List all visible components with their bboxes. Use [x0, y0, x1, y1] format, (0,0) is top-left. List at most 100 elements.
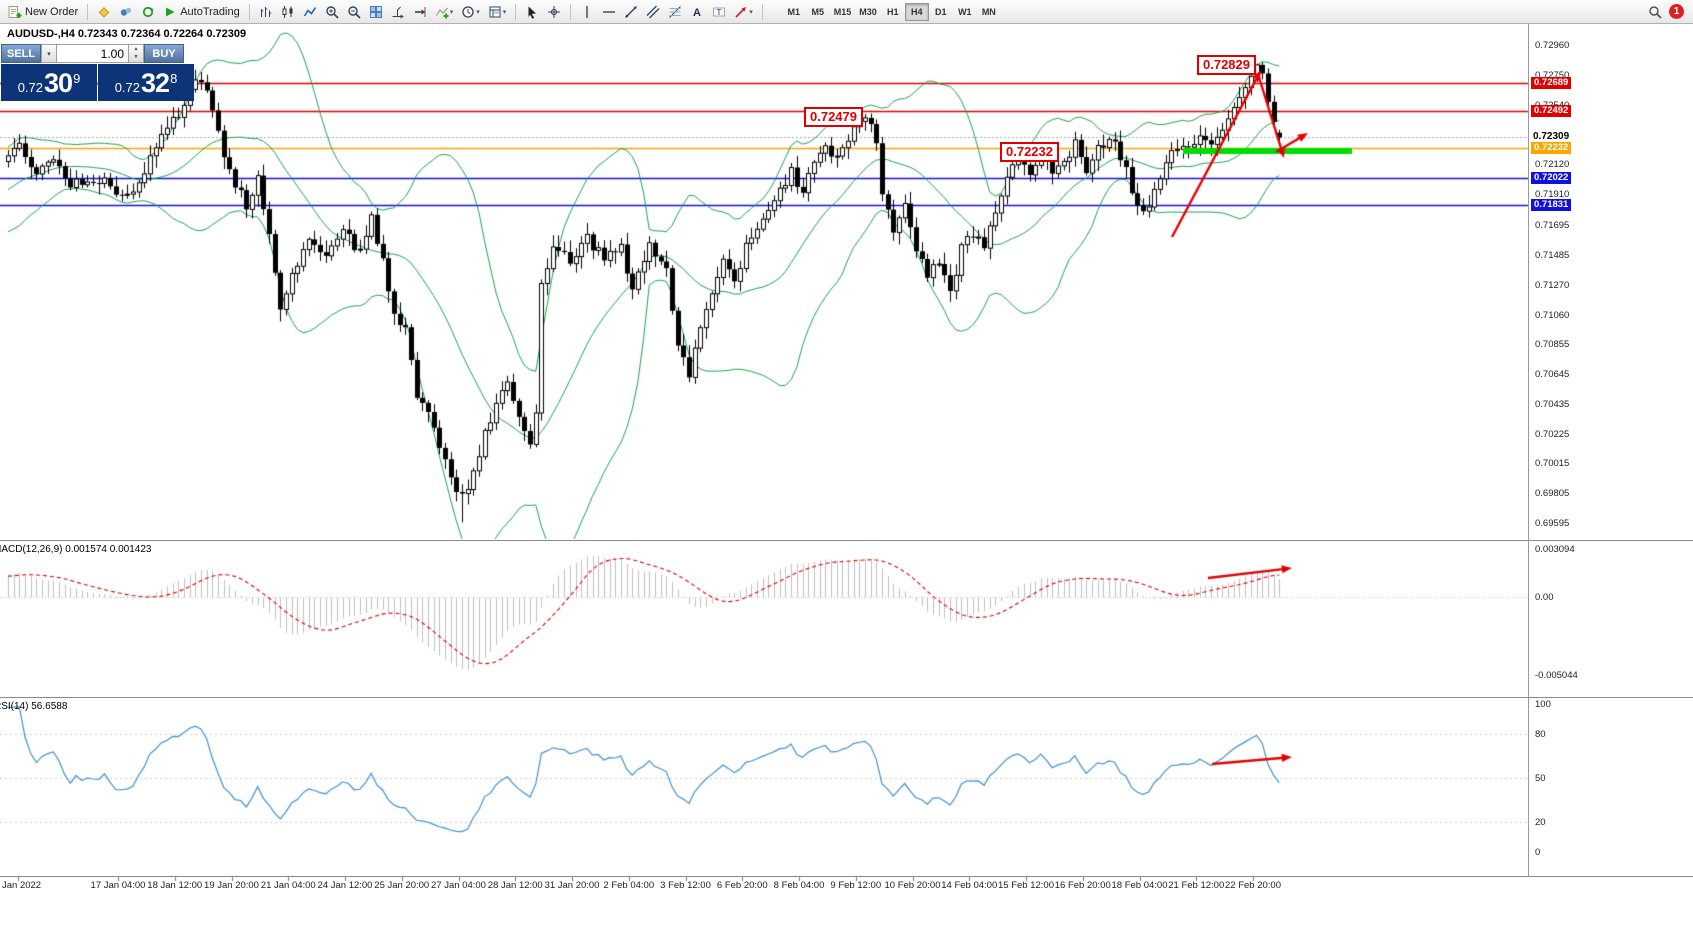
caret-down-icon: ▾	[476, 8, 480, 16]
price-tick: 0.70015	[1535, 458, 1570, 470]
tile-windows-button[interactable]	[365, 2, 387, 22]
crosshair-icon	[547, 5, 561, 19]
timeframe-h1-button[interactable]: H1	[887, 6, 899, 17]
price-annotation[interactable]: 0.72232	[1000, 142, 1059, 162]
time-tick-label: 19 Jan 20:00	[204, 880, 259, 891]
toolbar-separator	[515, 3, 517, 20]
timeframe-mn-button[interactable]: MN	[981, 6, 996, 17]
price-annotation[interactable]: 0.72829	[1197, 55, 1256, 75]
price-tick: 0.71695	[1535, 219, 1570, 231]
line-chart-button[interactable]	[299, 2, 321, 22]
bid-price-display[interactable]: 0.72 30 9	[1, 64, 97, 101]
timeframe-h4-button[interactable]: H4	[904, 2, 929, 21]
time-tick-label: 14 Feb 04:00	[941, 880, 998, 891]
label-button[interactable]: T	[708, 2, 730, 22]
price-level-badge: 0.72022	[1531, 172, 1572, 185]
price-tick: 0.71270	[1535, 280, 1570, 292]
time-tick-label: 18 Jan 12:00	[147, 880, 203, 891]
one-click-controls: SELL ▾ ▲▼ BUY	[1, 44, 194, 63]
price-annotation[interactable]: 0.72479	[804, 107, 863, 127]
rsi-panel-divider[interactable]	[0, 697, 1693, 698]
macd-axis-label: 0.00	[1535, 592, 1554, 603]
bar-chart-icon	[259, 5, 273, 19]
new-order-button-label: New Order	[25, 5, 79, 18]
metaeditor-button[interactable]	[93, 2, 115, 22]
rsi-axis-label: 80	[1535, 728, 1546, 740]
ask-price-display[interactable]: 0.72 32 8	[98, 64, 194, 101]
timeframe-m15-button[interactable]: M15	[833, 6, 852, 17]
line-chart-icon	[303, 5, 317, 19]
price-scale[interactable]: 0.72960 0.72750 0.72540 0.72120 0.71910 0.716…	[1529, 0, 1692, 540]
toolbar-separator	[761, 3, 763, 20]
zoom-out-button[interactable]	[343, 2, 365, 22]
search-icon[interactable]	[1648, 5, 1662, 19]
timeframe-m5-button[interactable]: M5	[811, 6, 825, 17]
rsi-axis-label: 20	[1535, 817, 1546, 829]
autotrading-button[interactable]: AutoTrading	[159, 2, 244, 22]
bar-chart-button[interactable]	[255, 2, 277, 22]
spinner-up-icon[interactable]: ▲	[133, 46, 139, 52]
trendline-button[interactable]	[620, 2, 642, 22]
time-tick-label: 8 Feb 04:00	[773, 880, 825, 891]
auto-scroll-icon	[391, 5, 405, 19]
caret-down-icon: ▾	[502, 8, 507, 16]
periods-button[interactable]: ▾	[457, 2, 484, 22]
svg-text:A: A	[693, 7, 701, 19]
price-level-badge: 0.72232	[1531, 142, 1572, 155]
time-tick-label: 15 Feb 12:00	[998, 880, 1054, 891]
new-order-button[interactable]: New Order	[4, 2, 82, 22]
volume-input[interactable]	[57, 44, 129, 63]
time-tick-label: 6 Feb 20:00	[716, 880, 768, 891]
fibonacci-button[interactable]	[664, 2, 686, 22]
toolbar-separator	[87, 3, 89, 20]
sell-button[interactable]: SELL	[1, 44, 41, 63]
volume-spinner[interactable]: ▲ ▼	[129, 44, 144, 63]
price-tick: 0.70645	[1535, 368, 1570, 380]
price-tick: 0.72120	[1535, 159, 1570, 171]
timeframe-m1-button[interactable]: M1	[787, 6, 801, 17]
price-tick: 0.70435	[1535, 398, 1570, 410]
vertical-line-button[interactable]	[576, 2, 598, 22]
timeframe-w1-button[interactable]: W1	[958, 6, 972, 17]
spinner-down-icon[interactable]: ▼	[133, 53, 139, 60]
time-tick-label: 3 Feb 12:00	[660, 880, 711, 891]
indicators-button[interactable]: ▾	[431, 2, 458, 22]
price-scale-border	[1528, 24, 1529, 877]
buy-button[interactable]: BUY	[144, 44, 184, 63]
profiles-button[interactable]	[115, 2, 137, 22]
metaeditor-icon	[97, 5, 111, 19]
price-tick: 0.72750	[1535, 69, 1570, 81]
channel-button[interactable]	[642, 2, 664, 22]
auto-scroll-button[interactable]	[387, 2, 409, 22]
experts-button[interactable]	[137, 2, 159, 22]
templates-icon	[488, 5, 502, 19]
timeframe-m30-button[interactable]: M30	[859, 6, 877, 17]
caret-down-icon: ▾	[749, 8, 753, 16]
sell-options-caret[interactable]: ▾	[41, 44, 57, 63]
bid-prefix: 0.72	[17, 80, 44, 95]
timeframe-d1-button[interactable]: D1	[935, 6, 947, 17]
text-button[interactable]: A	[686, 2, 708, 22]
arrows-button[interactable]: ▾	[730, 2, 757, 22]
price-tick: 0.69595	[1535, 518, 1570, 530]
bid-big-digits: 30	[44, 68, 73, 98]
price-tick: 0.71910	[1535, 189, 1570, 201]
tile-windows-icon	[369, 5, 383, 19]
toolbar-separator	[570, 3, 572, 20]
zoom-in-button[interactable]	[321, 2, 343, 22]
horizontal-line-button[interactable]	[598, 2, 620, 22]
timeframe-toolbar: M1 M5 M15 M30 H1 H4 D1 W1 MN	[782, 2, 1001, 21]
templates-button[interactable]: ▾	[484, 2, 511, 22]
cursor-button[interactable]	[521, 2, 543, 22]
chart-shift-button[interactable]	[409, 2, 431, 22]
time-scale[interactable]: Jan 2022 17 Jan 04:00 18 Jan 12:00 19 Jan 2…	[0, 878, 1528, 894]
zoom-out-icon	[347, 5, 361, 19]
crosshair-button[interactable]	[543, 2, 565, 22]
candlestick-chart-button[interactable]	[277, 2, 299, 22]
notification-badge[interactable]: 1	[1669, 4, 1684, 19]
price-level-badge: 0.71831	[1531, 199, 1572, 212]
macd-panel-divider[interactable]	[0, 540, 1693, 541]
